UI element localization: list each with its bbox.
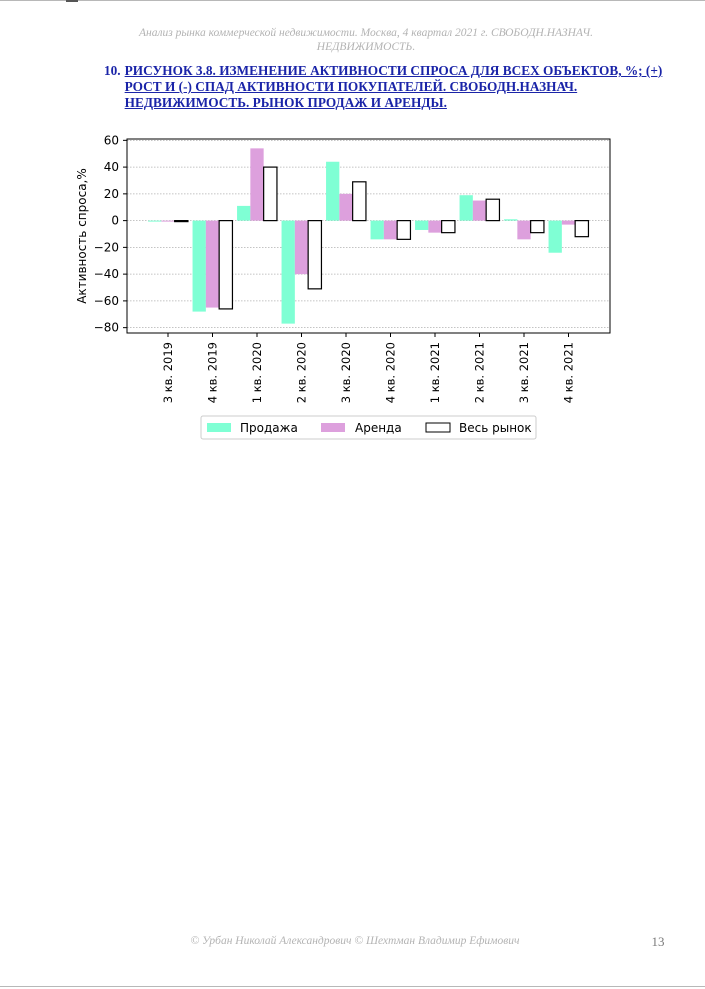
bar-rent [294, 220, 309, 275]
legend-label-market: Весь рынок [459, 421, 532, 435]
bar-market [352, 181, 367, 222]
x-axis: 3 кв. 2019 4 кв. 2019 1 кв. 2020 2 кв. 2020… [161, 333, 576, 403]
figure-caption-link[interactable]: РИСУНОК 3.8. ИЗМЕНЕНИЕ АКТИВНОСТИ СПРОСА… [124, 63, 663, 110]
page-corner-mark [66, 0, 78, 2]
legend-swatch-rent [321, 423, 345, 432]
y-tick-label: −20 [94, 240, 119, 254]
legend-swatch-sales [207, 423, 231, 432]
x-tick-label: 4 кв. 2019 [206, 342, 220, 403]
x-tick-label: 3 кв. 2019 [161, 342, 175, 403]
y-tick-label: 0 [111, 214, 119, 228]
legend: Продажа Аренда Весь рынок [200, 415, 537, 440]
page-bottom-border [0, 986, 705, 987]
bar-market [218, 220, 234, 310]
y-axis-label: Активность спроса,% [75, 168, 89, 304]
bar-rent [250, 148, 264, 221]
legend-label-rent: Аренда [355, 421, 402, 435]
footer-authors: © Урбан Николай Александрович © Шехтман … [190, 935, 520, 947]
bar-sales [415, 220, 429, 230]
bar-rent [472, 200, 487, 221]
bar-rent [561, 220, 576, 225]
x-tick-label: 4 кв. 2021 [562, 342, 576, 403]
plot-area-frame [126, 138, 611, 334]
bar-rent [161, 220, 175, 222]
legend-swatch-market [425, 422, 451, 433]
page-top-border [0, 0, 705, 1]
x-tick-label: 2 кв. 2021 [473, 342, 487, 403]
x-tick-label: 1 кв. 2021 [428, 342, 442, 403]
bars [148, 148, 590, 324]
figure-caption: 10. РИСУНОК 3.8. ИЗМЕНЕНИЕ АКТИВНОСТИ СП… [104, 63, 674, 111]
x-tick-label: 2 кв. 2020 [295, 342, 309, 403]
bar-market [396, 220, 412, 240]
bar-rent [517, 220, 531, 240]
x-tick-label: 1 кв. 2020 [250, 342, 264, 403]
bar-sales [326, 161, 340, 221]
bar-market [174, 220, 189, 223]
bar-market [263, 166, 278, 222]
y-tick-label: −60 [94, 294, 119, 308]
bar-sales [237, 205, 251, 221]
bar-market [530, 220, 545, 234]
bar-market [307, 220, 323, 290]
bar-sales [192, 220, 206, 312]
x-tick-label: 4 кв. 2020 [384, 342, 398, 403]
y-tick-label: −80 [94, 321, 119, 335]
bar-sales [504, 219, 518, 221]
bar-market [441, 220, 456, 234]
bar-rent [383, 220, 398, 240]
legend-frame [200, 415, 537, 440]
running-header: Анализ рынка коммерческой недвижимости. … [139, 27, 593, 53]
y-tick-label: −40 [94, 267, 119, 281]
y-axis: 60 40 20 0 −20 −40 −60 −80 [94, 133, 127, 335]
bar-market [574, 220, 590, 238]
bar-sales [281, 220, 295, 324]
bar-sales [370, 220, 384, 240]
bar-rent [205, 220, 220, 308]
bar-sales [459, 195, 473, 221]
x-tick-label: 3 кв. 2021 [517, 342, 531, 403]
y-tick-label: 60 [104, 133, 119, 147]
bar-sales [548, 220, 562, 253]
bar-rent [428, 220, 442, 233]
bar-sales [148, 220, 162, 222]
y-tick-label: 40 [104, 160, 119, 174]
figure-number: 10. [104, 63, 121, 78]
y-tick-label: 20 [104, 187, 119, 201]
page-number: 13 [651, 934, 665, 949]
legend-label-sales: Продажа [240, 421, 298, 435]
bar-market [485, 198, 501, 222]
x-tick-label: 3 кв. 2020 [339, 342, 353, 403]
bar-rent [339, 193, 353, 221]
